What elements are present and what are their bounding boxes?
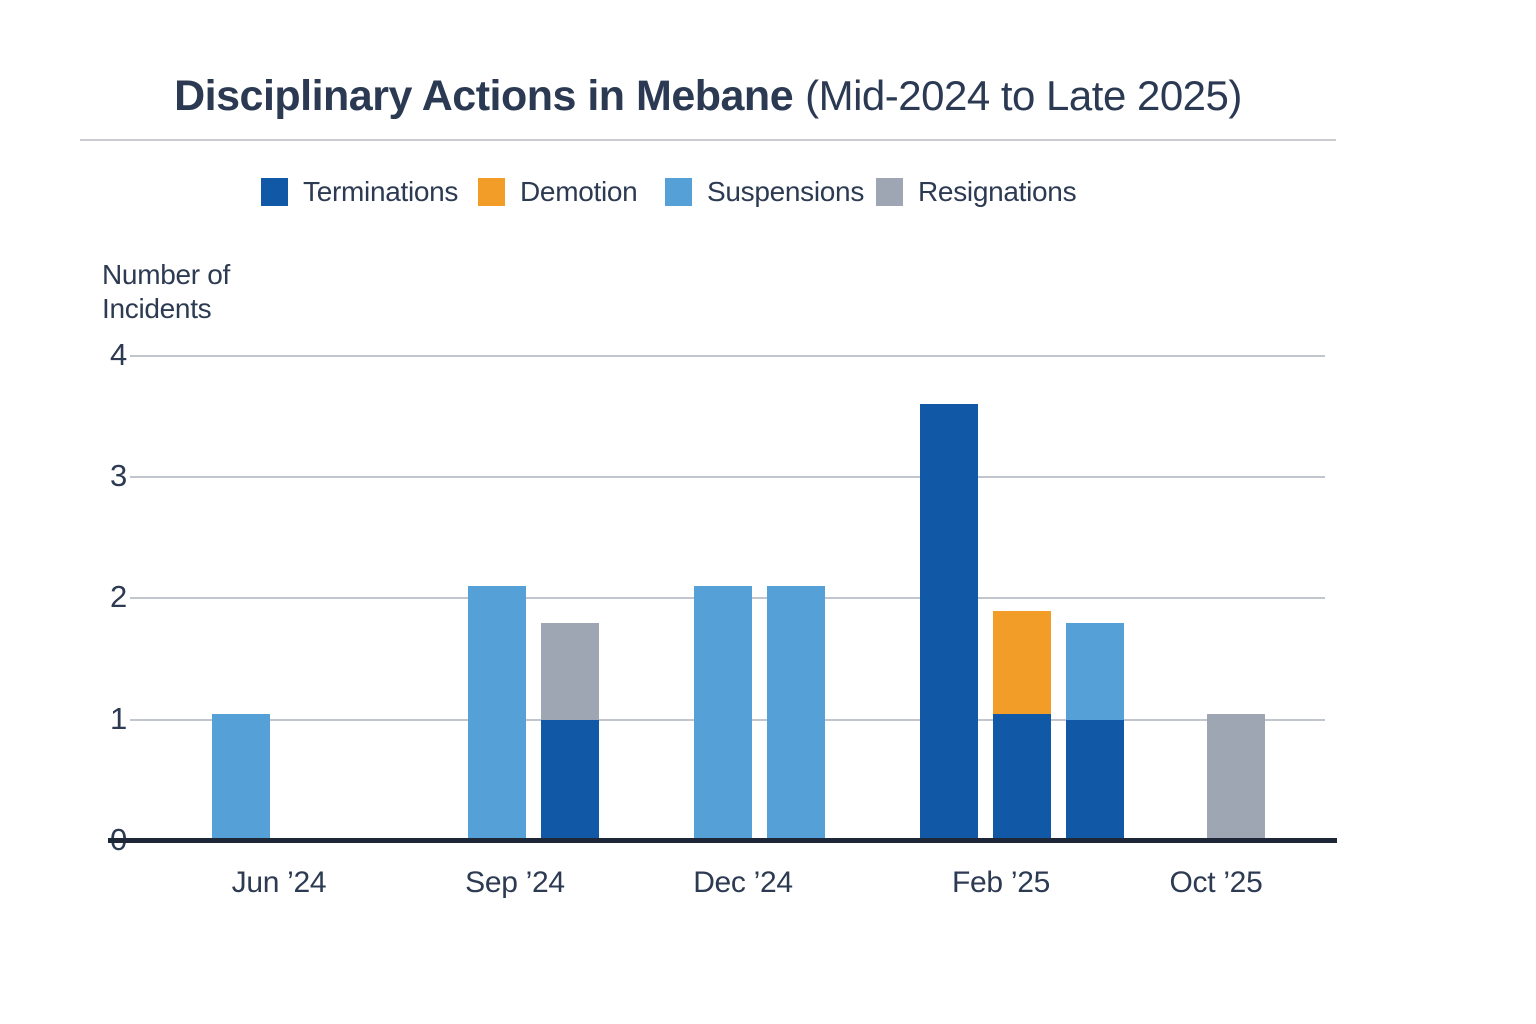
y-tick-label-3: 3 (110, 458, 127, 494)
bar-sep-24-suspensions (468, 586, 526, 841)
y-tick-label-2: 2 (110, 579, 127, 615)
legend-label-demotion: Demotion (520, 176, 638, 207)
y-tick-label-4: 4 (110, 336, 127, 372)
gridline-y3 (130, 476, 1325, 479)
bar-feb-25-demotion (993, 610, 1051, 714)
x-axis-line (108, 838, 1337, 843)
legend-swatch-suspensions (665, 178, 692, 206)
legend-item-suspensions: Suspensions (665, 176, 864, 208)
x-tick-label-oct-25: Oct ’25 (1169, 866, 1263, 899)
gridline-y4 (130, 354, 1325, 357)
chart-title: Disciplinary Actions in Mebane (174, 72, 794, 120)
bar-dec-24-suspensions (767, 586, 825, 841)
chart-title-row: Disciplinary Actions in Mebane (Mid-2024 … (0, 72, 1416, 121)
bar-feb-25-suspensions (1066, 622, 1124, 720)
y-tick-label-1: 1 (110, 700, 127, 736)
legend-swatch-demotion (478, 178, 505, 206)
bar-feb-25-terminations (1066, 719, 1124, 841)
legend-item-terminations: Terminations (261, 176, 458, 208)
bar-sep-24-terminations (541, 719, 599, 841)
chart-subtitle: (Mid-2024 to Late 2025) (805, 72, 1242, 119)
bar-oct-25-resignations (1207, 713, 1265, 841)
legend-label-terminations: Terminations (303, 176, 459, 207)
bar-feb-25-terminations (920, 404, 978, 841)
title-separator-line (80, 139, 1336, 141)
bar-sep-24-resignations (541, 622, 599, 720)
legend-item-resignations: Resignations (876, 176, 1077, 208)
x-tick-label-dec-24: Dec ’24 (693, 866, 793, 899)
legend-swatch-resignations (876, 178, 903, 206)
legend-swatch-terminations (261, 178, 288, 206)
y-axis-title: Number of Incidents (102, 259, 231, 325)
legend-label-suspensions: Suspensions (707, 176, 865, 207)
bar-dec-24-suspensions (694, 586, 752, 841)
legend-label-resignations: Resignations (918, 176, 1077, 207)
legend-item-demotion: Demotion (478, 176, 638, 208)
bar-feb-25-terminations (993, 713, 1051, 841)
x-tick-label-jun-24: Jun ’24 (231, 866, 327, 899)
x-tick-label-sep-24: Sep ’24 (465, 866, 565, 899)
x-tick-label-feb-25: Feb ’25 (952, 866, 1050, 899)
bar-jun-24-suspensions (212, 713, 270, 841)
